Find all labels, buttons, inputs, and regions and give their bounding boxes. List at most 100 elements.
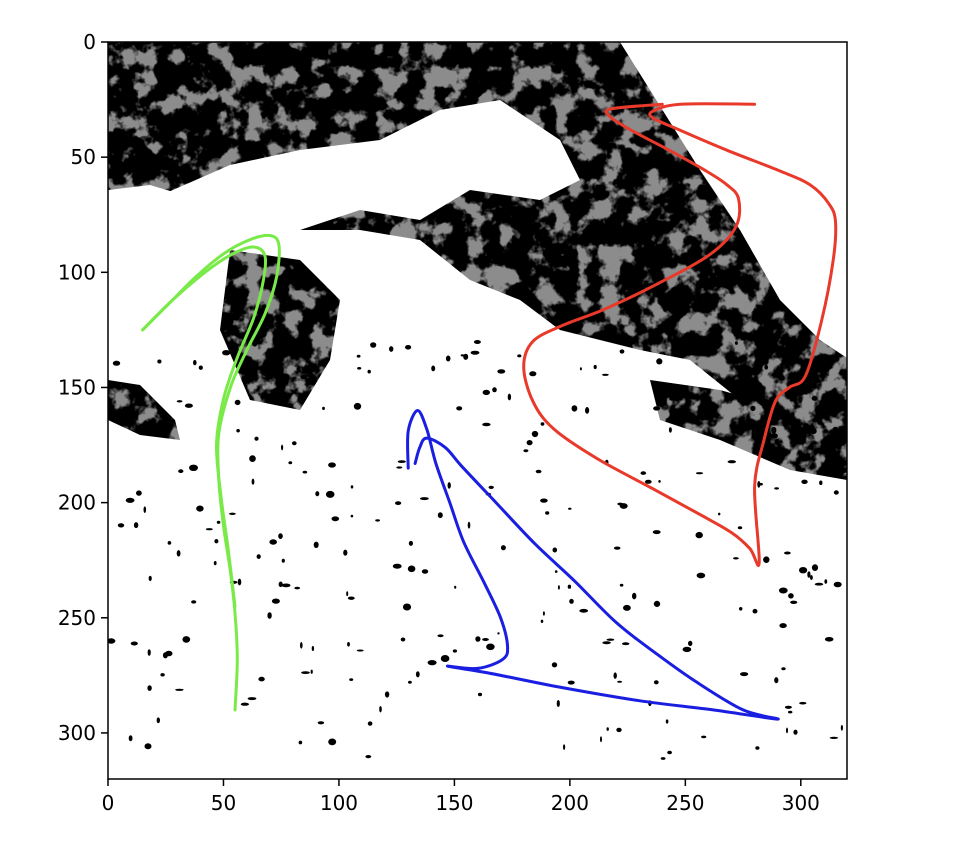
crater-speck	[793, 729, 798, 735]
crater-speck	[415, 671, 420, 678]
crater-speck	[540, 619, 544, 623]
crater-speck	[205, 528, 213, 531]
crater-speck	[437, 634, 444, 638]
crater-speck	[311, 646, 315, 651]
crater-speck	[370, 342, 377, 348]
crater-speck	[156, 717, 160, 724]
crater-speck	[454, 585, 457, 589]
crater-speck	[384, 691, 390, 698]
crater-speck	[136, 490, 142, 496]
crater-speck	[147, 685, 152, 691]
crater-speck	[810, 428, 817, 435]
crater-speck	[343, 549, 348, 556]
crater-speck	[799, 701, 807, 705]
crater-speck	[176, 550, 181, 557]
crater-speck	[602, 373, 609, 376]
crater-speck	[482, 638, 489, 641]
crater-speck	[128, 735, 133, 742]
crater-speck	[738, 360, 744, 363]
crater-speck	[196, 505, 204, 512]
crater-speck	[216, 520, 221, 524]
crater-speck	[251, 478, 255, 485]
crater-speck	[660, 757, 666, 760]
crater-speck	[357, 367, 362, 370]
crater-speck	[737, 526, 743, 530]
crater-speck	[247, 697, 257, 701]
crater-speck	[623, 604, 631, 611]
crater-speck	[350, 514, 354, 518]
crater-speck	[556, 700, 560, 707]
crater-speck	[108, 638, 116, 644]
crater-speck	[696, 572, 706, 579]
crater-speck	[328, 462, 336, 468]
crater-speck	[497, 369, 506, 374]
x-tick-label: 0	[102, 791, 115, 815]
crater-speck	[229, 512, 236, 515]
crater-speck	[814, 582, 824, 586]
crater-speck	[288, 461, 293, 465]
crater-speck	[755, 746, 760, 750]
crater-speck	[184, 403, 193, 408]
crater-speck	[795, 358, 805, 365]
crater-speck	[300, 642, 303, 649]
crater-speck	[420, 497, 429, 501]
series-line-0	[522, 102, 838, 567]
crater-speck	[567, 680, 575, 685]
crater-speck	[552, 547, 558, 553]
series-line-1	[406, 409, 780, 721]
crater-speck	[222, 350, 231, 356]
y-tick-label: 100	[58, 260, 96, 284]
crater-speck	[405, 345, 412, 350]
curve-series	[141, 102, 838, 721]
crater-speck	[621, 642, 630, 646]
y-tick-label: 0	[83, 30, 96, 54]
crater-speck	[832, 426, 839, 432]
terrain-texture	[108, 42, 847, 779]
crater-speck	[189, 464, 198, 471]
crater-speck	[752, 608, 758, 614]
crater-speck	[653, 600, 661, 608]
crater-speck	[557, 585, 560, 590]
y-tick-label: 300	[58, 721, 96, 745]
crater-speck	[256, 554, 261, 559]
crater-speck	[551, 662, 558, 668]
crater-speck	[617, 502, 624, 506]
crater-speck	[529, 371, 537, 377]
crater-speck	[125, 497, 135, 503]
crater-speck	[579, 367, 582, 371]
crater-speck	[157, 359, 162, 364]
crater-speck	[278, 533, 283, 539]
y-tick-label: 250	[58, 606, 96, 630]
crater-speck	[143, 506, 147, 513]
crater-speck	[811, 396, 818, 401]
crater-speck	[567, 584, 572, 589]
crater-speck	[799, 567, 808, 574]
crater-speck	[160, 673, 165, 677]
crater-speck	[178, 469, 184, 474]
crater-speck	[531, 430, 539, 438]
crater-speck	[688, 640, 693, 647]
crater-speck	[656, 358, 663, 365]
crater-speck	[167, 541, 172, 545]
crater-speck	[593, 364, 597, 370]
crater-speck	[563, 744, 566, 750]
x-tick-label: 300	[782, 791, 820, 815]
crater-speck	[375, 519, 380, 522]
crater-speck	[427, 660, 437, 666]
crater-speck	[486, 643, 495, 651]
crater-speck	[712, 344, 720, 350]
crater-speck	[367, 369, 371, 374]
crater-speck	[801, 479, 808, 484]
crater-speck	[440, 655, 450, 662]
crater-speck	[460, 354, 465, 357]
crater-speck	[653, 406, 661, 411]
crater-speck	[292, 441, 297, 446]
crater-speck	[784, 705, 792, 709]
crater-speck	[695, 531, 703, 539]
crater-speck	[811, 564, 819, 571]
crater-speck	[517, 354, 522, 358]
crater-speck	[463, 353, 469, 360]
crater-speck	[617, 680, 622, 683]
crater-speck	[278, 581, 283, 588]
crater-speck	[733, 557, 739, 560]
